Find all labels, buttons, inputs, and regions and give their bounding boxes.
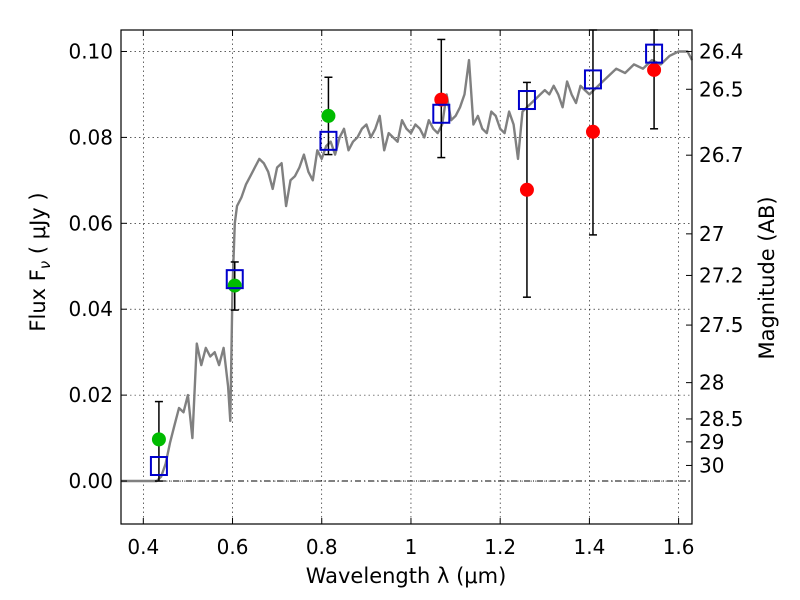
data-point-0-1 [227, 278, 242, 293]
model-photometry-squares [149, 43, 664, 477]
mag-tick-label-4: 27.2 [699, 263, 744, 287]
mag-tick-label-9: 30 [699, 453, 724, 477]
y-tick-label-4: 0.08 [68, 125, 113, 149]
y-axis-label: Flux Fν ( μJy ) [26, 192, 54, 331]
y-tick-label-3: 0.06 [68, 211, 113, 235]
model-square-1 [225, 269, 244, 290]
y-axis-label-subscript: ν [36, 261, 54, 269]
data-point-1-2 [585, 124, 600, 139]
data-point-0-2 [321, 108, 336, 123]
x-axis-label: Wavelength λ (μm) [306, 564, 507, 588]
data-point-0-0 [151, 432, 166, 447]
mag-tick-label-1: 26.5 [699, 77, 744, 101]
mag-tick-label-8: 29 [699, 430, 724, 454]
y-axis-ticks: 0.00 0.02 0.04 0.06 0.08 0.10 [68, 39, 127, 493]
y-tick-label-0: 0.00 [68, 469, 113, 493]
y-axis-label-unit: ( μJy ) [26, 192, 50, 260]
x-tick-label-5: 1.4 [573, 535, 605, 559]
mag-tick-label-0: 26.4 [699, 39, 744, 63]
x-tick-label-3: 1 [405, 535, 418, 559]
data-point-1-3 [647, 62, 662, 77]
mag-tick-label-2: 26.7 [699, 143, 744, 167]
x-tick-label-0: 0.4 [127, 535, 159, 559]
model-square-6 [645, 43, 664, 64]
x-tick-label-2: 0.8 [306, 535, 338, 559]
mag-tick-label-7: 28.5 [699, 407, 744, 431]
plot-background [121, 30, 692, 524]
model-spectrum-line [121, 50, 694, 483]
y-tick-label-1: 0.02 [68, 383, 113, 407]
data-point-1-1 [519, 182, 534, 197]
model-square-4 [517, 90, 536, 111]
model-square-3 [432, 103, 451, 124]
model-square-0 [149, 456, 168, 477]
x-tick-label-4: 1.2 [484, 535, 516, 559]
model-square-2 [319, 130, 338, 151]
x-tick-label-1: 0.6 [217, 535, 249, 559]
mag-tick-label-3: 27 [699, 222, 724, 246]
y-axis-label-text: Flux F [26, 269, 50, 331]
x-tick-label-6: 1.6 [663, 535, 695, 559]
model-square-5 [583, 69, 602, 90]
y-tick-label-5: 0.10 [68, 39, 113, 63]
x-axis-ticks: 0.4 0.6 0.8 1 1.2 1.4 1.6 [127, 30, 695, 559]
data-point-1-0 [434, 92, 449, 107]
mag-tick-label-6: 28 [699, 371, 724, 395]
y2-axis-label: Magnitude (AB) [755, 196, 779, 359]
mag-tick-label-5: 27.5 [699, 313, 744, 337]
y-tick-label-2: 0.04 [68, 297, 113, 321]
plot-frame [120, 29, 693, 525]
